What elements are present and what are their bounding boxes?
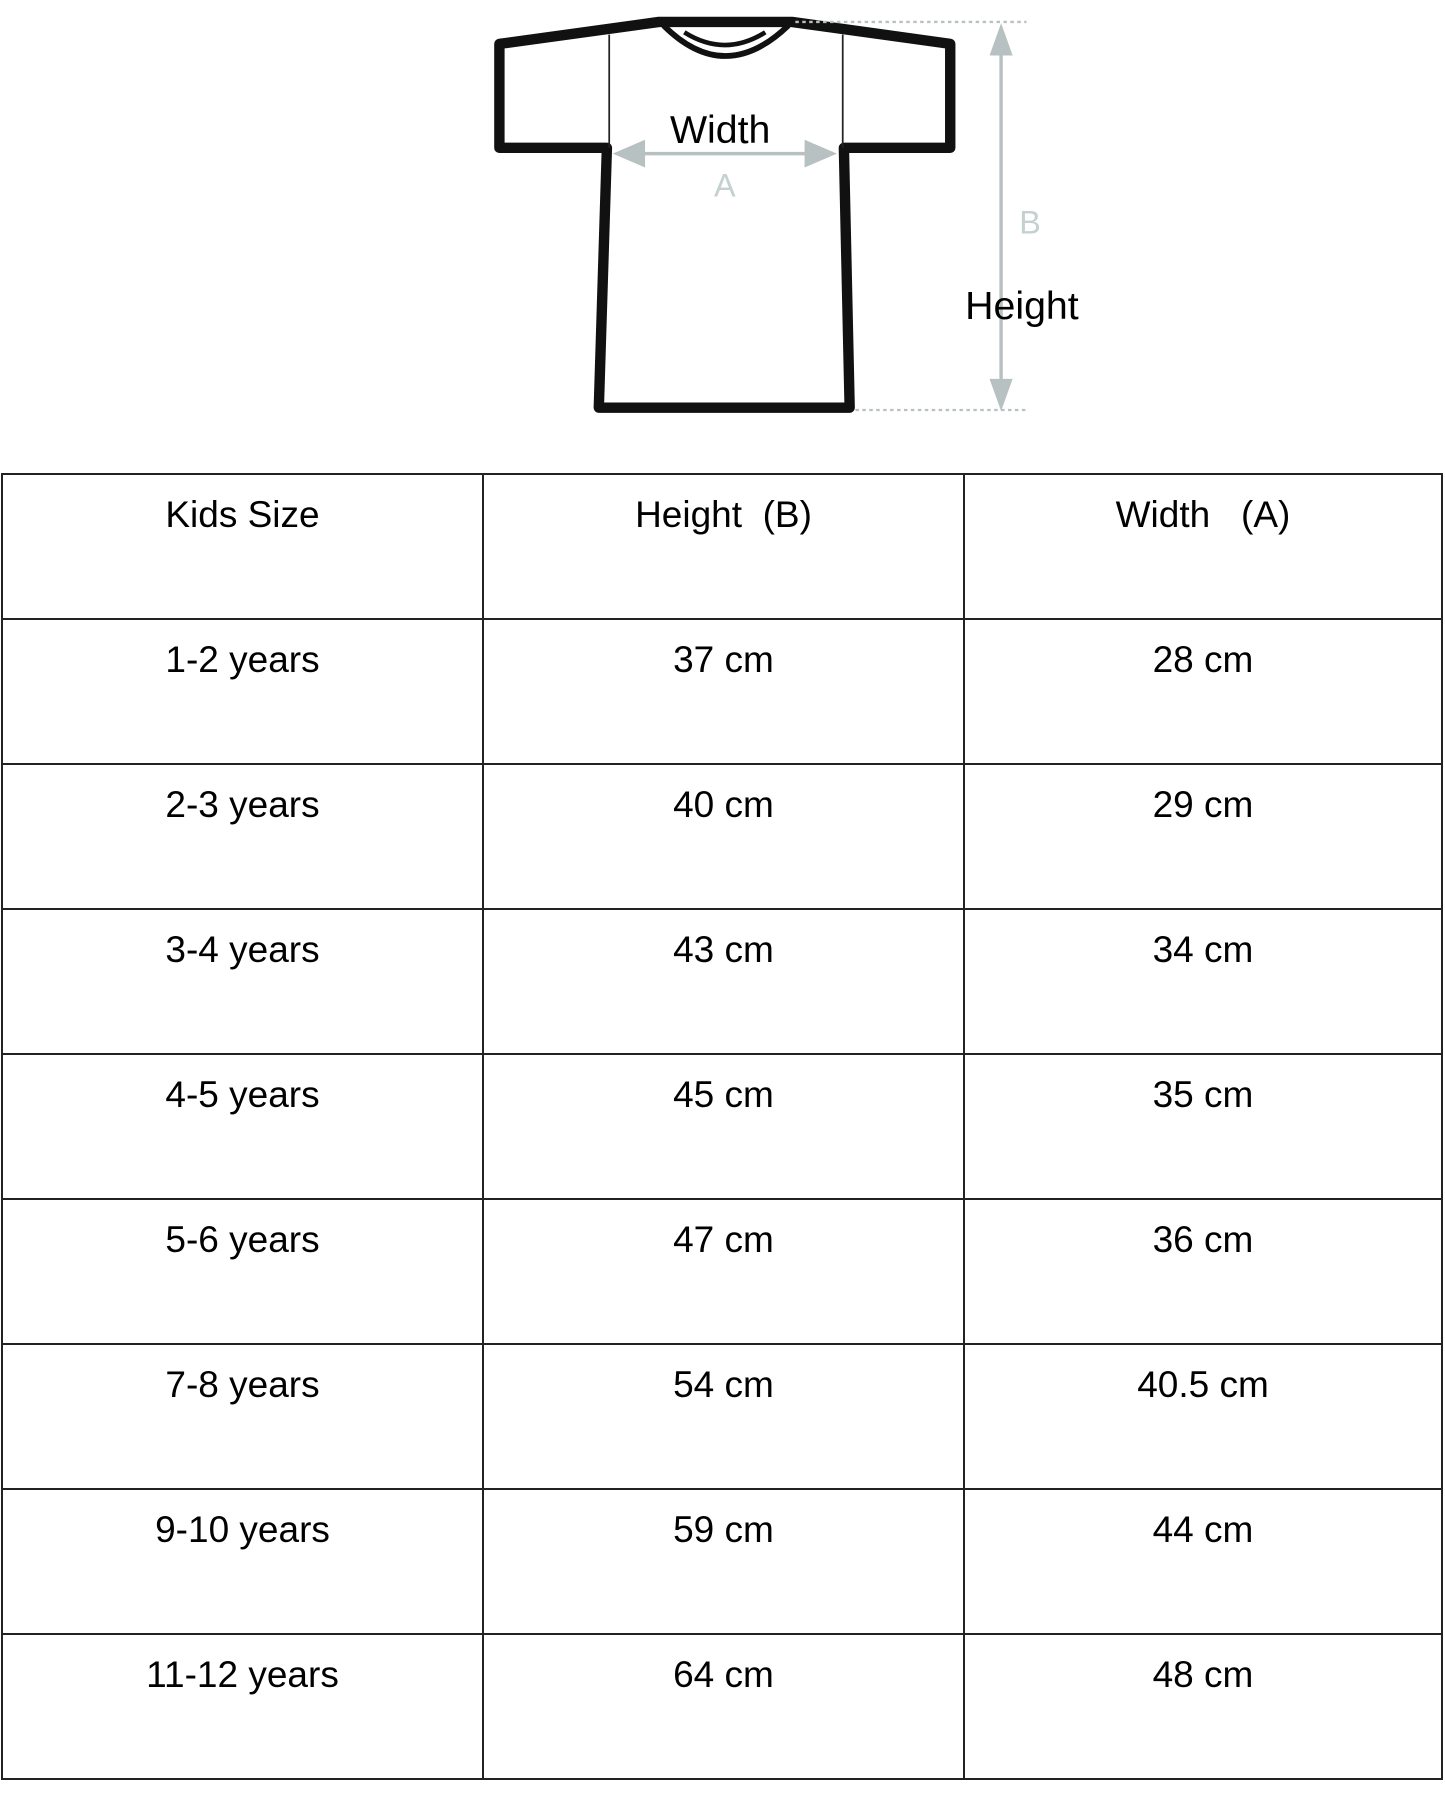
tshirt-outline [494,16,956,413]
size-cell: 1-2 years [1,618,484,765]
height-cell: 59 cm [482,1488,965,1635]
size-cell: 9-10 years [1,1488,484,1635]
height-label: Height [965,284,1079,328]
height-cell: 54 cm [482,1343,965,1490]
table-header-row: Kids Size Height (B) Width (A) [1,473,1443,620]
table-row: 7-8 years 54 cm 40.5 cm [1,1343,1443,1490]
size-cell: 4-5 years [1,1053,484,1200]
table-row: 2-3 years 40 cm 29 cm [1,763,1443,910]
height-arrow [795,20,1027,412]
table-row: 9-10 years 59 cm 44 cm [1,1488,1443,1635]
width-cell: 36 cm [963,1198,1443,1345]
header-width: Width (A) [963,473,1443,620]
height-cell: 43 cm [482,908,965,1055]
size-cell: 5-6 years [1,1198,484,1345]
height-cell: 37 cm [482,618,965,765]
width-arrow [612,139,837,168]
table-row: 1-2 years 37 cm 28 cm [1,618,1443,765]
size-cell: 11-12 years [1,1633,484,1780]
width-cell: 35 cm [963,1053,1443,1200]
width-cell: 28 cm [963,618,1443,765]
width-label: Width [670,108,770,152]
height-cell: 45 cm [482,1053,965,1200]
width-cell: 34 cm [963,908,1443,1055]
width-letter: A [714,167,736,203]
header-kids-size: Kids Size [1,473,484,620]
height-cell: 47 cm [482,1198,965,1345]
width-cell: 40.5 cm [963,1343,1443,1490]
header-height: Height (B) [482,473,965,620]
table-row: 11-12 years 64 cm 48 cm [1,1633,1443,1780]
size-cell: 7-8 years [1,1343,484,1490]
tshirt-measurement-diagram: Width A B Height [494,16,1079,413]
table-row: 5-6 years 47 cm 36 cm [1,1198,1443,1345]
size-chart-table: Kids Size Height (B) Width (A) 1-2 years… [1,473,1443,1780]
table-row: 4-5 years 45 cm 35 cm [1,1053,1443,1200]
height-letter: B [1019,204,1041,240]
height-cell: 64 cm [482,1633,965,1780]
height-cell: 40 cm [482,763,965,910]
table-row: 3-4 years 43 cm 34 cm [1,908,1443,1055]
size-cell: 2-3 years [1,763,484,910]
size-cell: 3-4 years [1,908,484,1055]
width-cell: 48 cm [963,1633,1443,1780]
width-cell: 44 cm [963,1488,1443,1635]
width-cell: 29 cm [963,763,1443,910]
